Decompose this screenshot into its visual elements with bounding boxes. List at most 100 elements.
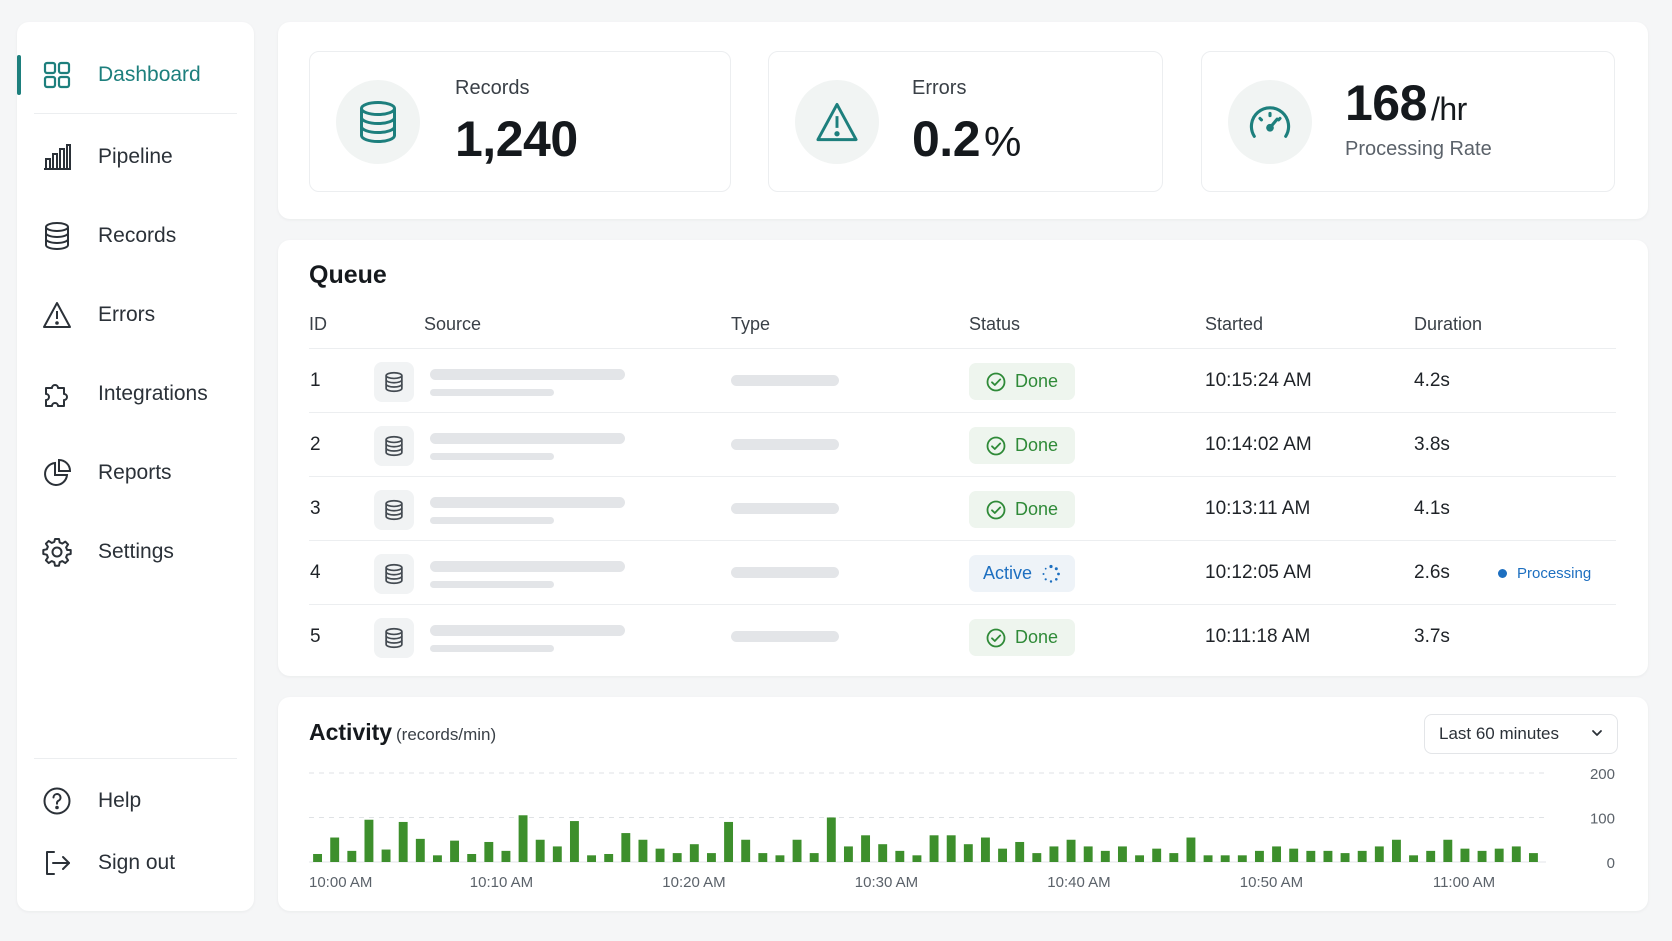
bar <box>912 855 922 862</box>
bar <box>1443 839 1453 862</box>
sidebar-item-label: Dashboard <box>98 63 201 86</box>
bar <box>672 853 682 862</box>
row-started: 10:14:02 AM <box>1205 434 1312 455</box>
type-placeholder <box>731 631 839 642</box>
sidebar-item-integrations[interactable]: Integrations <box>17 363 254 425</box>
bar <box>980 837 990 862</box>
stat-value: 1,240 <box>455 111 578 167</box>
x-tick-label: 10:00 AM <box>309 874 372 891</box>
sidebar-item-dashboard[interactable]: Dashboard <box>17 44 254 106</box>
bar <box>1426 850 1436 862</box>
status-badge[interactable]: Done <box>969 427 1075 464</box>
type-placeholder <box>731 375 839 386</box>
divider <box>34 758 237 759</box>
status-badge[interactable]: Done <box>969 363 1075 400</box>
status-badge[interactable]: Active <box>969 555 1075 592</box>
type-placeholder <box>731 567 839 578</box>
table-row[interactable]: 3 Done 10:13:11 AM 4.1s <box>278 477 1648 541</box>
table-row[interactable]: 5 Done 10:11:18 AM 3.7s <box>278 605 1648 669</box>
bar <box>655 848 665 862</box>
bar <box>1391 839 1401 862</box>
bar <box>330 837 340 862</box>
time-range-select[interactable]: Last 60 minutes <box>1424 714 1618 754</box>
column-header-id: ID <box>309 314 327 334</box>
status-dot <box>1498 568 1507 578</box>
sidebar-item-sign-out[interactable]: Sign out <box>17 832 254 894</box>
stat-label: Processing Rate <box>1345 138 1492 160</box>
bar <box>467 853 477 862</box>
bar <box>1237 855 1247 862</box>
x-tick-label: 10:10 AM <box>470 874 533 891</box>
bar <box>1306 850 1316 862</box>
sidebar-item-reports[interactable]: Reports <box>17 442 254 504</box>
bar <box>1152 848 1162 862</box>
bar <box>1169 853 1179 862</box>
database-icon <box>374 490 414 530</box>
bar <box>1254 850 1264 862</box>
sidebar-item-label: Help <box>98 789 142 812</box>
stat-number: 0.2 <box>912 111 981 167</box>
sidebar-item-label: Pipeline <box>98 145 173 168</box>
column-header-type: Type <box>731 314 771 334</box>
table-row[interactable]: 2 Done 10:14:02 AM 3.8s <box>278 413 1648 477</box>
sign-out-icon <box>41 847 73 879</box>
status-label: Done <box>1014 499 1059 519</box>
bar <box>1460 848 1470 862</box>
status-badge[interactable]: Done <box>969 491 1075 528</box>
row-started: 10:15:24 AM <box>1205 370 1312 391</box>
chevron-down-icon <box>1589 725 1605 746</box>
status-badge[interactable]: Done <box>969 619 1075 656</box>
bar <box>689 844 699 862</box>
bar <box>792 839 802 862</box>
bar <box>963 844 973 862</box>
source-placeholder <box>430 561 625 572</box>
bar <box>313 853 323 862</box>
bar <box>1323 850 1333 862</box>
y-tick-label: 0 <box>1607 855 1615 872</box>
bar <box>1494 848 1504 862</box>
sidebar-item-label: Reports <box>98 461 172 484</box>
bar <box>604 853 614 862</box>
grid-icon <box>41 59 73 91</box>
check-circle-icon <box>986 628 1006 647</box>
sidebar-item-help[interactable]: Help <box>17 770 254 832</box>
check-circle-icon <box>986 500 1006 519</box>
bar <box>432 855 442 862</box>
bar <box>364 819 374 862</box>
row-id: 3 <box>310 498 321 519</box>
source-placeholder-sub <box>430 453 554 460</box>
warning-icon <box>41 299 73 331</box>
check-circle-icon <box>986 372 1006 391</box>
stat-card-errors: Errors 0.2% <box>768 51 1163 192</box>
sidebar-item-settings[interactable]: Settings <box>17 521 254 583</box>
stat-label: Records <box>455 77 530 99</box>
stat-unit: % <box>984 118 1021 165</box>
bar <box>1272 846 1282 862</box>
x-tick-label: 10:50 AM <box>1240 874 1303 891</box>
column-header-status: Status <box>969 314 1021 334</box>
source-placeholder <box>430 433 625 444</box>
bar <box>587 855 597 862</box>
sidebar-item-errors[interactable]: Errors <box>17 284 254 346</box>
table-row[interactable]: 4 Active 10:12:05 AM 2.6s Processing <box>278 541 1648 605</box>
database-icon <box>41 220 73 252</box>
source-placeholder-sub <box>430 645 554 652</box>
sidebar-item-pipeline[interactable]: Pipeline <box>17 126 254 188</box>
row-duration: 2.6s <box>1414 562 1450 583</box>
bar <box>1135 855 1145 862</box>
row-started: 10:11:18 AM <box>1205 626 1311 647</box>
divider <box>309 604 1616 605</box>
activity-panel: Activity (records/min) Last 60 minutes 2… <box>278 697 1648 911</box>
y-tick-label: 200 <box>1590 766 1615 783</box>
divider <box>309 348 1616 349</box>
status-label: Done <box>1014 371 1059 391</box>
bar <box>347 850 357 862</box>
row-duration: 3.8s <box>1414 434 1450 455</box>
bar <box>861 835 871 862</box>
status-label: Active <box>982 563 1033 583</box>
sidebar-item-records[interactable]: Records <box>17 205 254 267</box>
active-indicator <box>17 55 21 95</box>
bar <box>381 849 391 862</box>
bar <box>1357 850 1367 862</box>
table-row[interactable]: 1 Done 10:15:24 AM 4.2s <box>278 349 1648 413</box>
